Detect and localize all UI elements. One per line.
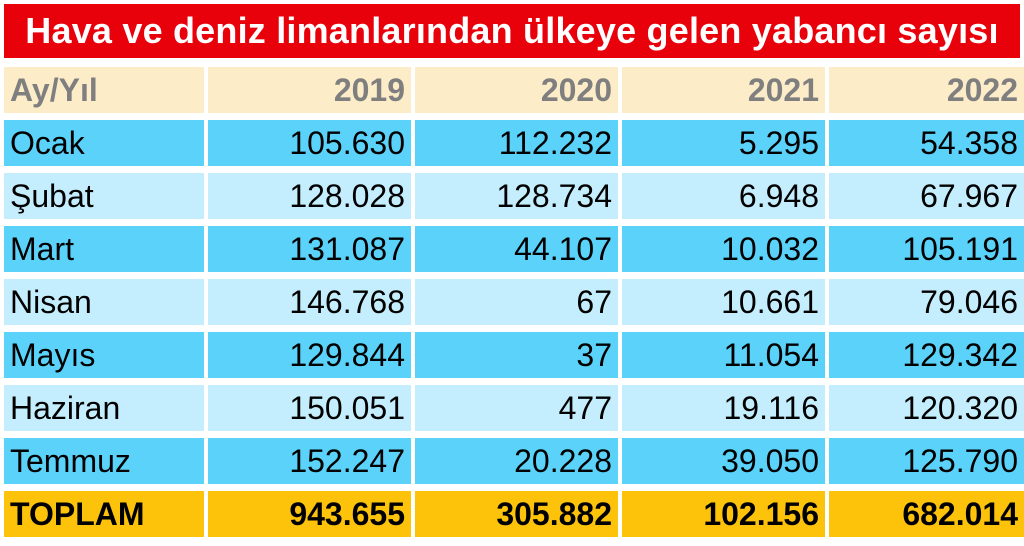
total-cell: 682.014	[829, 491, 1024, 537]
table-cell: 6.948	[622, 173, 825, 219]
table-cell: 150.051	[208, 385, 411, 431]
table-cell: 19.116	[622, 385, 825, 431]
table-cell: 54.358	[829, 120, 1024, 166]
table-cell: 128.028	[208, 173, 411, 219]
table-cell: 44.107	[415, 226, 618, 272]
data-table: Ay/Yıl 2019 2020 2021 2022 Ocak 105.630 …	[4, 67, 1024, 537]
column-header-2022: 2022	[829, 67, 1024, 113]
total-cell: 102.156	[622, 491, 825, 537]
column-header-2019: 2019	[208, 67, 411, 113]
table-cell: 125.790	[829, 438, 1024, 484]
table-cell: 79.046	[829, 279, 1024, 325]
column-header-2020: 2020	[415, 67, 618, 113]
table-cell: 129.844	[208, 332, 411, 378]
total-cell: 943.655	[208, 491, 411, 537]
table-title: Hava ve deniz limanlarından ülkeye gelen…	[4, 4, 1020, 58]
row-label: Temmuz	[4, 438, 204, 484]
table-cell: 112.232	[415, 120, 618, 166]
table-cell: 477	[415, 385, 618, 431]
table-cell: 146.768	[208, 279, 411, 325]
table-cell: 67.967	[829, 173, 1024, 219]
table-cell: 131.087	[208, 226, 411, 272]
row-label: Mart	[4, 226, 204, 272]
row-label: Şubat	[4, 173, 204, 219]
table-cell: 128.734	[415, 173, 618, 219]
table-cell: 39.050	[622, 438, 825, 484]
table-cell: 67	[415, 279, 618, 325]
table-cell: 5.295	[622, 120, 825, 166]
table-cell: 152.247	[208, 438, 411, 484]
table-cell: 120.320	[829, 385, 1024, 431]
row-label: Nisan	[4, 279, 204, 325]
table-cell: 105.630	[208, 120, 411, 166]
table-cell: 11.054	[622, 332, 825, 378]
table-cell: 129.342	[829, 332, 1024, 378]
corner-header: Ay/Yıl	[4, 67, 204, 113]
table-cell: 37	[415, 332, 618, 378]
row-label: Mayıs	[4, 332, 204, 378]
total-cell: 305.882	[415, 491, 618, 537]
row-label: Ocak	[4, 120, 204, 166]
row-label: Haziran	[4, 385, 204, 431]
table-cell: 10.032	[622, 226, 825, 272]
table-cell: 20.228	[415, 438, 618, 484]
table-cell: 105.191	[829, 226, 1024, 272]
column-header-2021: 2021	[622, 67, 825, 113]
table-cell: 10.661	[622, 279, 825, 325]
total-row-label: TOPLAM	[4, 491, 204, 537]
